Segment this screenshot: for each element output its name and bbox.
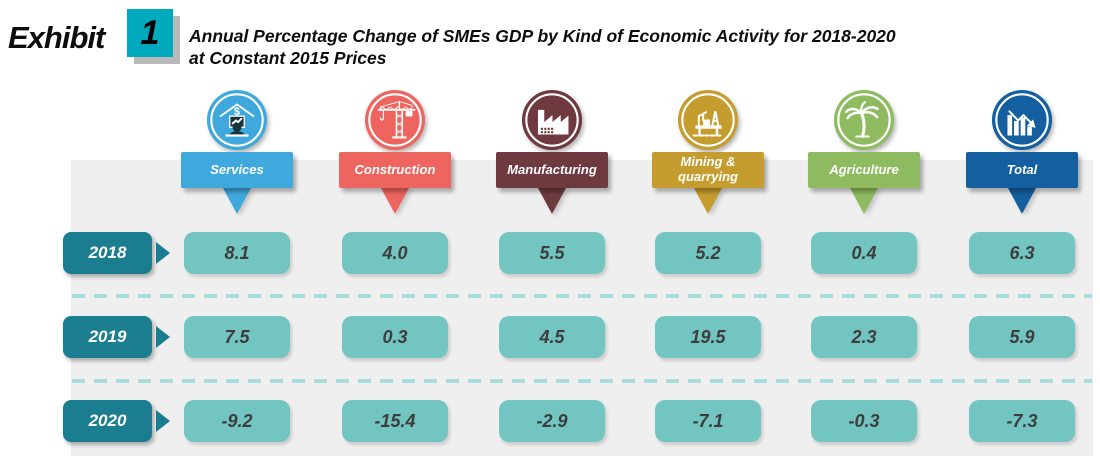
value-text: 19.5	[690, 326, 726, 347]
value-2018-agriculture: 0.4	[811, 232, 917, 274]
column-header-manufacturing: Manufacturing	[496, 89, 608, 214]
value-2020-agriculture: -0.3	[811, 400, 917, 442]
value-2018-manufacturing: 5.5	[499, 232, 605, 274]
value-text: 0.4	[851, 242, 877, 263]
value-text: 8.1	[224, 242, 250, 263]
services-icon: $	[206, 89, 268, 151]
page-title: Annual Percentage Change of SMEs GDP by …	[189, 25, 896, 70]
value-text: 4.5	[539, 326, 565, 347]
value-2018-mining: 5.2	[655, 232, 761, 274]
palm-tree-icon	[833, 89, 895, 151]
value-text: 5.9	[1009, 326, 1035, 347]
value-text: 7.5	[224, 326, 250, 347]
value-text: 5.2	[695, 242, 721, 263]
year-badge-2020: 2020	[63, 400, 152, 442]
tag-pointer	[1008, 188, 1036, 214]
value-text: 2.3	[851, 326, 877, 347]
column-label: Total	[1006, 161, 1038, 177]
row-divider	[72, 294, 1092, 298]
year-label: 2020	[88, 411, 127, 430]
column-label: Manufacturing	[507, 161, 597, 177]
tag-pointer	[694, 188, 722, 214]
value-2019-total: 5.9	[969, 316, 1075, 358]
tag-pointer	[223, 188, 251, 214]
value-2019-construction: 0.3	[342, 316, 448, 358]
value-2019-agriculture: 2.3	[811, 316, 917, 358]
column-tag-mining: Mining & quarrying	[652, 152, 764, 188]
exhibit-number: 1	[140, 13, 160, 52]
value-2020-mining: -7.1	[655, 400, 761, 442]
value-2019-manufacturing: 4.5	[499, 316, 605, 358]
value-2020-construction: -15.4	[342, 400, 448, 442]
value-text: 6.3	[1009, 242, 1035, 263]
row-divider	[72, 379, 1092, 383]
title-line-2: at Constant 2015 Prices	[189, 48, 387, 69]
value-2019-mining: 19.5	[655, 316, 761, 358]
value-2020-total: -7.3	[969, 400, 1075, 442]
column-tag-services: Services	[181, 152, 293, 188]
value-text: 4.0	[382, 242, 408, 263]
declining-chart-icon	[991, 89, 1053, 151]
tag-pointer	[850, 188, 878, 214]
value-text: -2.9	[536, 410, 568, 431]
title-line-1: Annual Percentage Change of SMEs GDP by …	[189, 26, 896, 46]
column-label: Construction	[354, 161, 436, 177]
tag-pointer	[538, 188, 566, 214]
value-text: 5.5	[539, 242, 565, 263]
column-header-agriculture: Agriculture	[808, 89, 920, 214]
column-header-mining: Mining & quarrying	[652, 89, 764, 214]
column-label: Agriculture	[829, 161, 899, 177]
value-2019-services: 7.5	[184, 316, 290, 358]
column-header-construction: Construction	[339, 89, 451, 214]
value-2018-total: 6.3	[969, 232, 1075, 274]
exhibit-label: Exhibit	[8, 20, 105, 55]
column-tag-construction: Construction	[339, 152, 451, 188]
svg-text:$: $	[234, 106, 240, 118]
value-2020-manufacturing: -2.9	[499, 400, 605, 442]
value-text: 0.3	[382, 326, 408, 347]
factory-icon	[521, 89, 583, 151]
year-badge-2019: 2019	[63, 316, 152, 358]
exhibit-number-box: 1	[127, 9, 173, 57]
construction-crane-icon	[364, 89, 426, 151]
column-label: Services	[210, 161, 264, 177]
tag-pointer	[381, 188, 409, 214]
year-label: 2018	[88, 243, 127, 262]
value-text: -7.1	[692, 410, 724, 431]
value-2018-construction: 4.0	[342, 232, 448, 274]
value-text: -0.3	[848, 410, 880, 431]
value-text: -15.4	[374, 410, 416, 431]
column-header-services: $ Services	[181, 89, 293, 214]
year-label: 2019	[88, 327, 127, 346]
value-2018-services: 8.1	[184, 232, 290, 274]
value-text: -9.2	[221, 410, 253, 431]
oil-rig-icon	[677, 89, 739, 151]
column-label: Mining & quarrying	[678, 154, 738, 184]
year-badge-2018: 2018	[63, 232, 152, 274]
column-tag-agriculture: Agriculture	[808, 152, 920, 188]
column-tag-manufacturing: Manufacturing	[496, 152, 608, 188]
column-header-total: Total	[966, 89, 1078, 214]
column-tag-total: Total	[966, 152, 1078, 188]
value-text: -7.3	[1006, 410, 1038, 431]
value-2020-services: -9.2	[184, 400, 290, 442]
